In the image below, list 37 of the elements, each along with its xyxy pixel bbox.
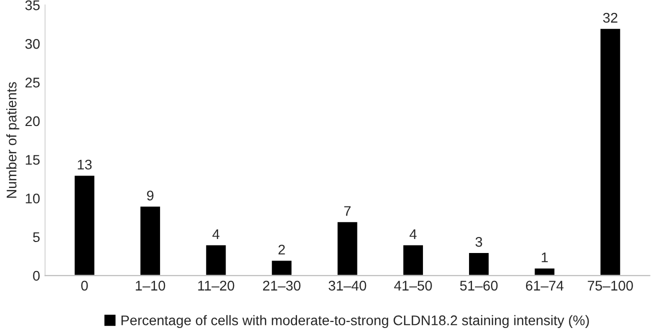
data-label: 4 [410,229,417,239]
y-tick-label: 20 [25,116,40,126]
y-tick-label: 25 [25,78,40,88]
y-tick-label: 5 [33,232,40,242]
bar [336,220,359,276]
y-tick-label: 35 [25,0,40,10]
bar [139,205,162,276]
x-tick-label: 1–10 [136,280,166,291]
bar [468,252,490,276]
x-tick-label: 21–30 [263,280,300,291]
y-tick-label: 0 [33,270,40,281]
x-tick-label: 75–100 [588,280,633,291]
data-label: 7 [344,206,351,216]
y-tick-label: 15 [26,155,40,165]
bar [73,174,96,276]
y-tick-label: 10 [26,194,40,204]
data-label: 9 [147,190,154,200]
legend-label: Percentage of cells with moderate-to-strong CLDN18.2 staining intensity (%) [122,315,589,328]
bar [533,267,556,276]
x-tick-label: 51–60 [460,280,498,291]
bar [402,244,424,276]
data-label: 2 [278,244,285,254]
x-tick-label: 31–40 [328,280,366,291]
x-tick-label: 41–50 [394,280,432,291]
bar [599,28,622,276]
data-label: 4 [212,229,220,239]
x-tick-label: 61–74 [526,280,564,291]
data-label: 32 [603,12,618,23]
bar [270,259,293,276]
y-tick-label: 30 [25,39,40,49]
data-label: 1 [542,252,548,262]
x-tick-label: 11–20 [198,280,234,291]
x-tick-label: 0 [81,280,88,291]
data-label: 3 [476,236,482,247]
bar [204,244,228,276]
y-axis-title: Number of patients [6,82,20,198]
data-label: 13 [78,160,92,170]
